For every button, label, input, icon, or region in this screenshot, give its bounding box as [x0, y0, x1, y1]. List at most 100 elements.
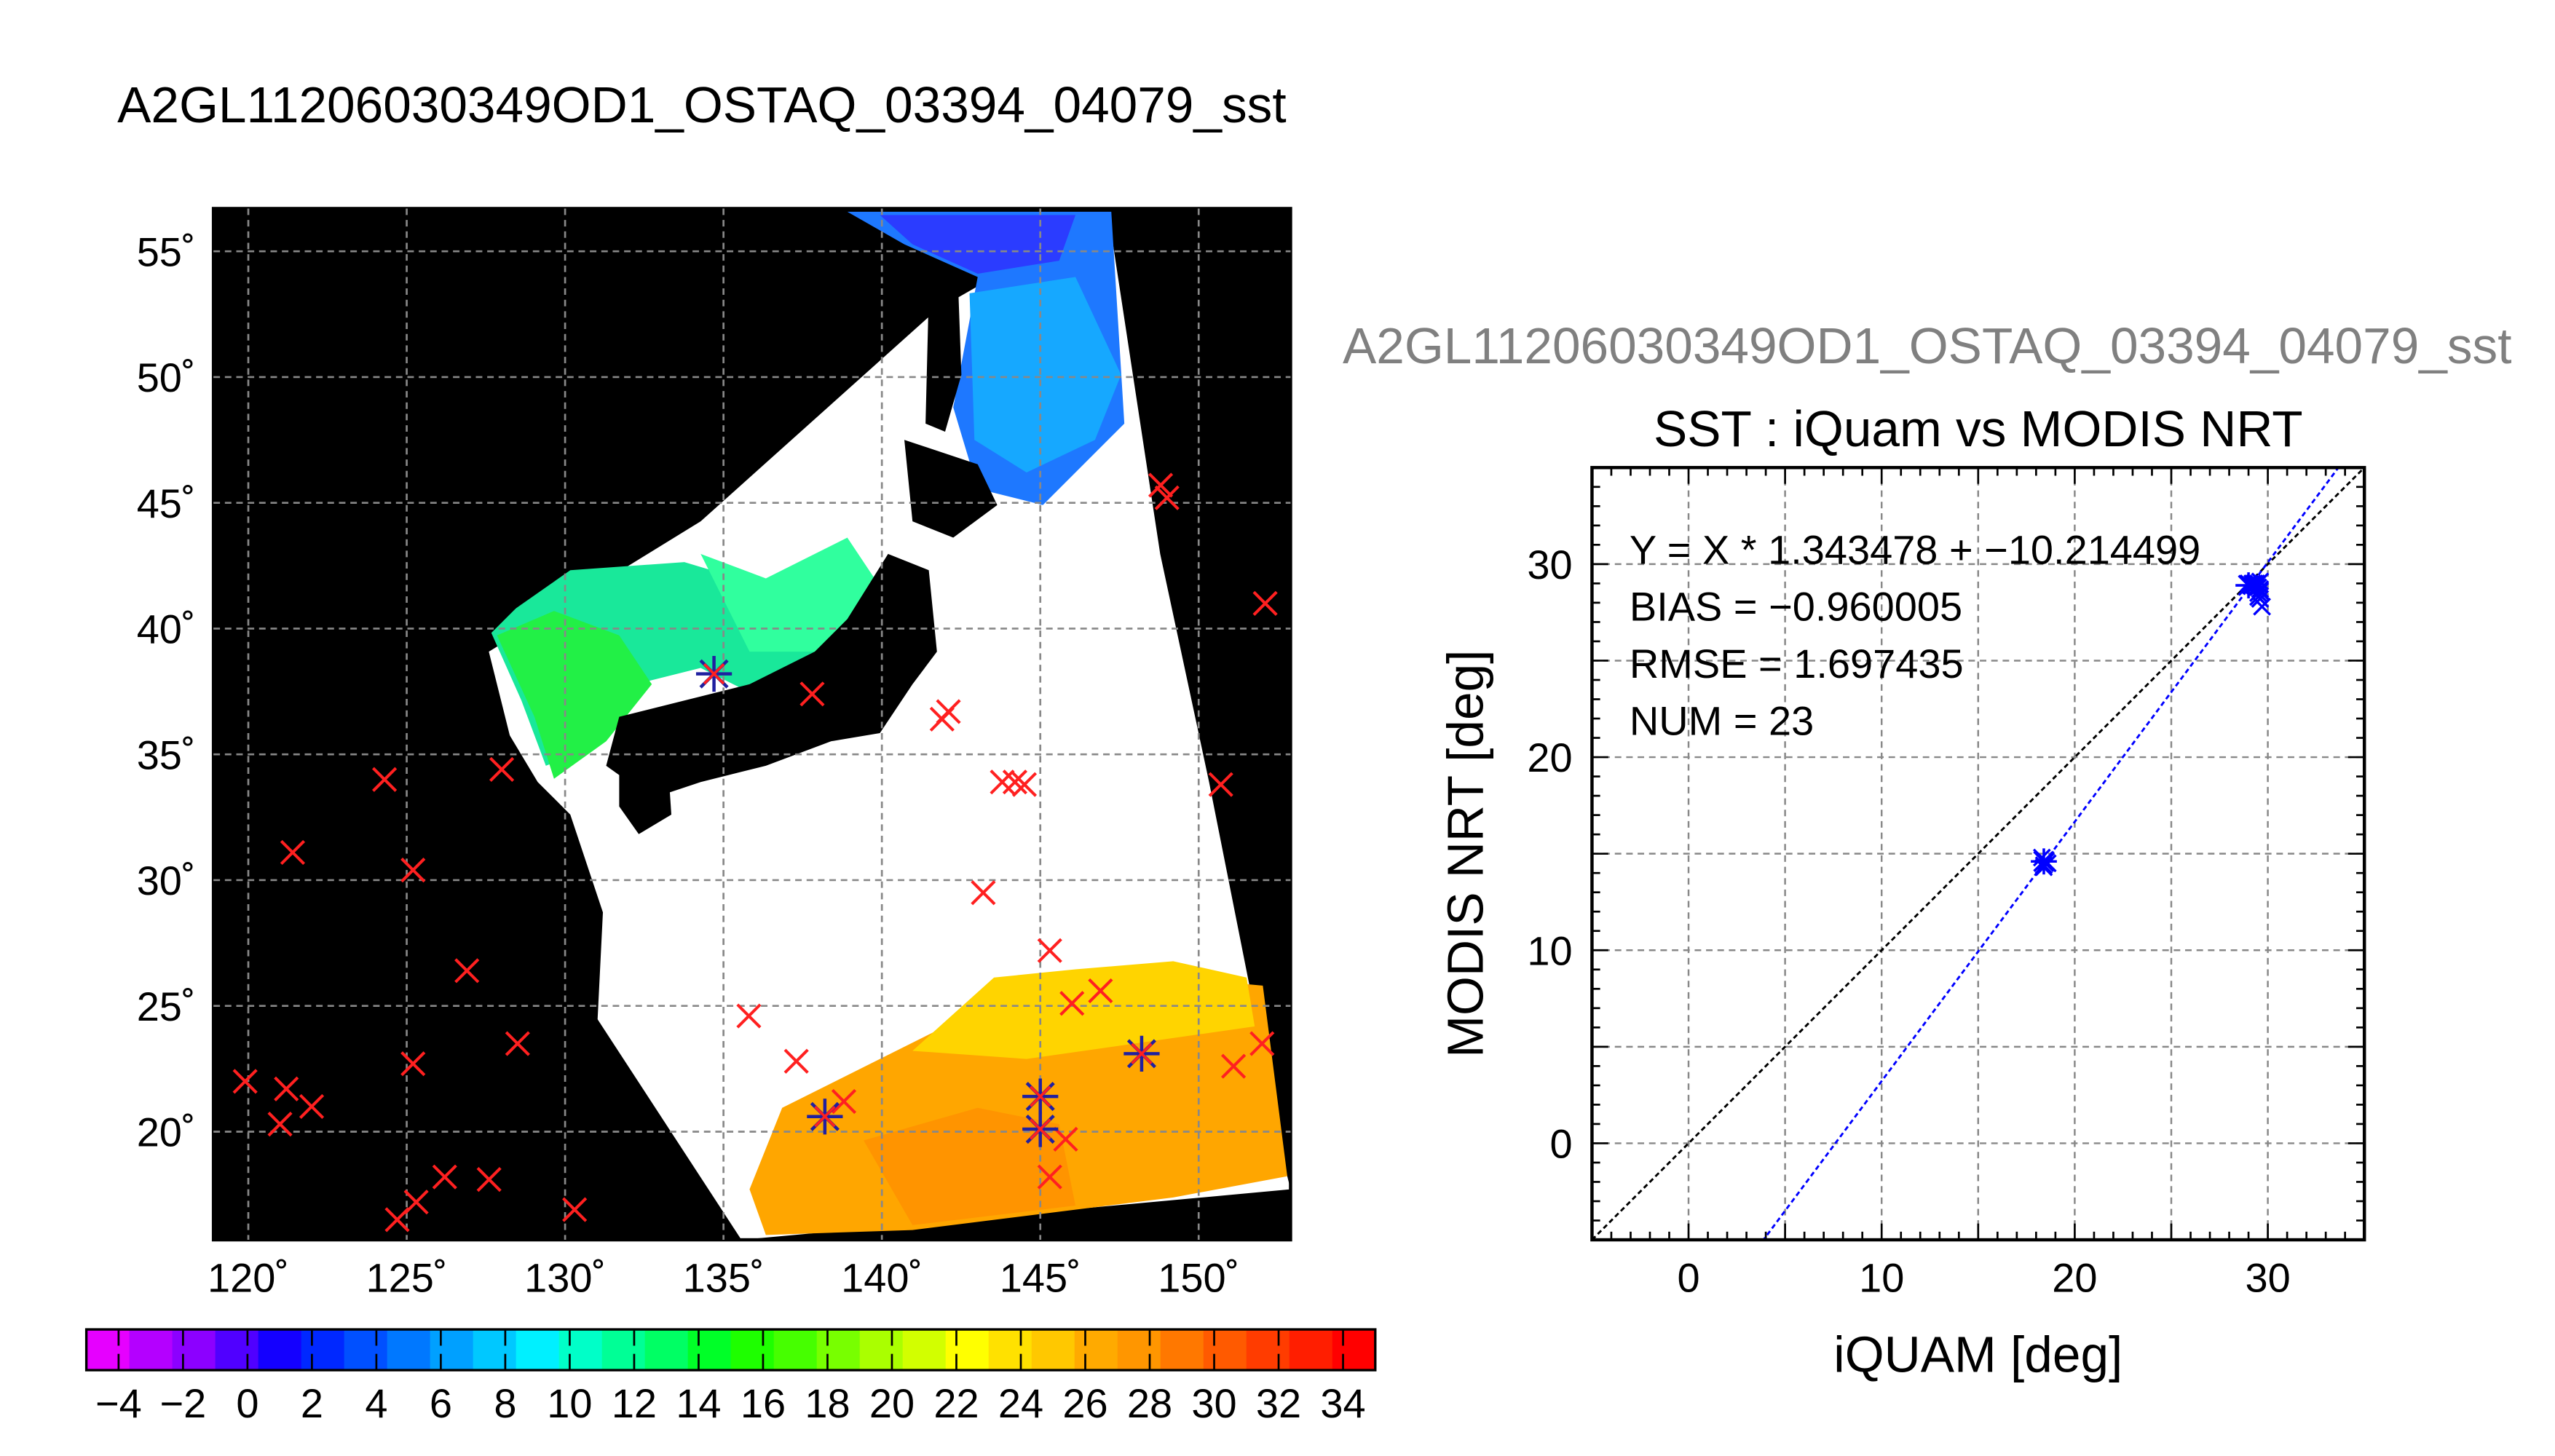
- scatter-x-ticks: 0 10 20 30: [1677, 1255, 2290, 1301]
- sst-sea-green: [497, 611, 652, 779]
- main-title: A2GL11206030349OD1_OSTAQ_03394_04079_sst: [117, 76, 1286, 133]
- colorbar-block: [172, 1329, 216, 1371]
- colorbar-tick-label: 12: [612, 1380, 657, 1426]
- scatter-y-tick-label: 0: [1549, 1121, 1572, 1167]
- map-matchup-x: [1249, 1031, 1275, 1056]
- colorbar-block: [859, 1329, 904, 1371]
- colorbar-block: [86, 1329, 130, 1371]
- map-matchup-x: [736, 1003, 762, 1029]
- regression-line: [1762, 467, 2340, 1241]
- colorbar-blocks: [86, 1329, 1377, 1371]
- map-lon-tick-label: 130˚: [524, 1255, 606, 1301]
- scatter-x-tick-label: 30: [2245, 1255, 2290, 1301]
- colorbar-block: [1246, 1329, 1291, 1371]
- colorbar-block: [1031, 1329, 1076, 1371]
- colorbar-tick-label: 4: [365, 1380, 387, 1426]
- map-lat-tick-label: 20˚: [137, 1109, 196, 1155]
- map-matchup-x: [1154, 485, 1180, 510]
- colorbar-tick-label: 28: [1127, 1380, 1172, 1426]
- scatter-y-tick-label: 20: [1527, 735, 1572, 780]
- map-frame: [211, 207, 1292, 1242]
- map-matchup-x: [1059, 991, 1085, 1016]
- map-matchup-x: [936, 699, 961, 724]
- map-matchup-x: [400, 1051, 426, 1077]
- one-to-one-line: [1592, 467, 2365, 1241]
- scatter-point: [2251, 590, 2270, 608]
- colorbar-tick-label: 20: [869, 1380, 915, 1426]
- colorbar-tick-label: 16: [741, 1380, 786, 1426]
- map-matchup-x: [372, 767, 398, 792]
- map-lat-tick-label: 25˚: [137, 984, 196, 1029]
- sst-warm-yellow: [912, 961, 1255, 1059]
- map-matchup-x: [990, 769, 1015, 795]
- map-lat-ticks: 55˚ 50˚ 45˚ 40˚ 35˚ 30˚ 25˚ 20˚: [137, 229, 196, 1155]
- sst-coastal-green: [700, 537, 880, 652]
- colorbar-block: [558, 1329, 604, 1371]
- map-lon-tick-label: 135˚: [683, 1255, 765, 1301]
- map-matchup-x: [1252, 590, 1278, 616]
- colorbar-tick-label: 6: [430, 1380, 452, 1426]
- map-lat-tick-label: 55˚: [137, 229, 196, 274]
- colorbar-tick-label: 10: [547, 1380, 592, 1426]
- scatter-y-axis-label: MODIS NRT [deg]: [1437, 650, 1493, 1058]
- colorbar-block: [773, 1329, 818, 1371]
- colorbar-block: [258, 1329, 302, 1371]
- sst-cold-patch: [880, 215, 1076, 274]
- map-matchup-x: [454, 958, 480, 984]
- map-matchup-x: [505, 1031, 530, 1056]
- map-matchup-x: [562, 1197, 588, 1222]
- map-matchup-x: [1037, 938, 1062, 963]
- colorbar-tick-label: 26: [1062, 1380, 1107, 1426]
- map-matchup-x: [299, 1093, 325, 1120]
- map-matchup-x-overlay: [1030, 1118, 1051, 1140]
- map-matchup-x-overlay: [814, 1106, 836, 1128]
- scatter-x-tick-label: 20: [2052, 1255, 2097, 1301]
- map-matchup-points: [232, 472, 1278, 1233]
- map-matchup-x: [799, 681, 825, 707]
- map-matchup-x: [280, 839, 306, 866]
- sst-map: 120˚ 125˚ 130˚ 135˚ 140˚ 145˚ 150˚ 55˚ 50˚ 45˚ 40…: [137, 207, 1292, 1301]
- map-lat-tick-label: 45˚: [137, 480, 196, 526]
- sst-hot-core: [864, 1107, 1076, 1225]
- map-matchup-x: [1148, 472, 1174, 498]
- colorbar-tick-label: 22: [933, 1380, 979, 1426]
- map-lon-tick-label: 120˚: [208, 1255, 289, 1301]
- colorbar-block: [945, 1329, 990, 1371]
- colorbar-tick-label: 18: [805, 1380, 850, 1426]
- scatter-stat-annotation: Y = X * 1.343478 + −10.214499: [1630, 526, 2200, 572]
- colorbar-block: [730, 1329, 775, 1371]
- colorbar-tick-label: 0: [236, 1380, 258, 1426]
- scatter-stat-annotation: NUM = 23: [1630, 697, 1814, 743]
- colorbar-tick-label: 8: [494, 1380, 516, 1426]
- colorbar-block: [601, 1329, 647, 1371]
- colorbar-block: [1289, 1329, 1334, 1371]
- map-matchup-x: [1208, 772, 1233, 797]
- map-matchup-x: [1037, 1164, 1062, 1190]
- colorbar-tick-label: −4: [95, 1380, 142, 1426]
- map-matchup-x: [489, 756, 515, 783]
- map-matchup-x: [831, 1088, 857, 1115]
- scatter-point-asterisk: [2235, 572, 2262, 598]
- map-lat-tick-label: 40˚: [137, 606, 196, 652]
- map-matchup-x: [971, 880, 996, 906]
- colorbar-tick-label: 32: [1256, 1380, 1301, 1426]
- map-matchup-x: [274, 1076, 299, 1101]
- map-matchup-x: [783, 1048, 809, 1074]
- scatter-frame: [1590, 466, 2366, 1242]
- map-lon-tick-label: 125˚: [366, 1255, 448, 1301]
- map-matchup-x: [400, 858, 426, 883]
- scatter-points: [2031, 572, 2272, 877]
- colorbar-block: [473, 1329, 518, 1371]
- map-matchup-x-overlay: [1030, 1085, 1051, 1107]
- scatter-y-tick-label: 10: [1527, 927, 1572, 973]
- scatter-stat-annotation: BIAS = −0.960005: [1630, 584, 1962, 630]
- colorbar-block: [387, 1329, 431, 1371]
- colorbar-block: [816, 1329, 861, 1371]
- scatter-stat-annotation: RMSE = 1.697435: [1630, 641, 1964, 687]
- scatter-plot: SST : iQuam vs MODIS NRT 0 10 20 30 0 10 20 30…: [1437, 400, 2366, 1382]
- map-matchup-x-overlay: [1131, 1042, 1153, 1065]
- scatter-y-ticks: 0 10 20 30: [1527, 542, 1572, 1167]
- colorbar-block: [988, 1329, 1033, 1371]
